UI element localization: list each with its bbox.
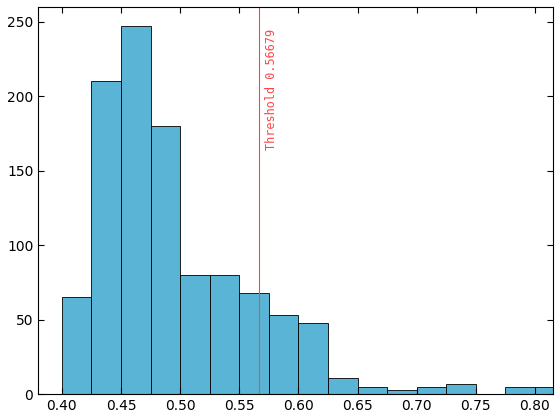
Bar: [446, 384, 476, 394]
Bar: [357, 387, 387, 394]
Text: Threshold 0.56679: Threshold 0.56679: [265, 29, 278, 150]
Bar: [505, 387, 535, 394]
Bar: [269, 315, 298, 394]
Bar: [239, 293, 269, 394]
Bar: [180, 275, 209, 394]
Bar: [209, 275, 239, 394]
Bar: [417, 387, 446, 394]
Bar: [328, 378, 357, 394]
Bar: [298, 323, 328, 394]
Bar: [62, 297, 91, 394]
Bar: [151, 126, 180, 394]
Bar: [535, 387, 560, 394]
Bar: [387, 390, 417, 394]
Bar: [91, 81, 121, 394]
Bar: [121, 26, 151, 394]
